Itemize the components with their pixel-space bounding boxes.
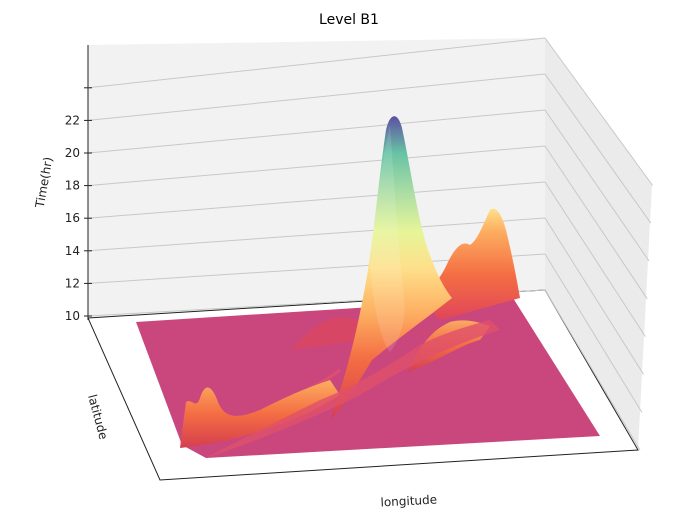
grid-line-back: [87, 73, 546, 121]
z-tick-label: 14: [65, 244, 80, 258]
z-axis-label: Time(hr): [33, 156, 56, 210]
grid-line-back: [87, 217, 546, 252]
chart-title: Level B1: [319, 12, 379, 28]
z-tick-label: 18: [65, 179, 80, 193]
grid-line-side: [544, 253, 643, 413]
right-pane: [545, 38, 652, 450]
y-axis-label: latitude: [85, 393, 110, 441]
z-tick-label: 16: [65, 211, 80, 225]
grid-lines: [87, 37, 654, 451]
peak-left: [180, 380, 340, 448]
left-pane: [88, 38, 545, 318]
grid-line-back: [87, 109, 546, 154]
z-tick-label: 12: [65, 276, 80, 290]
surface: [136, 116, 600, 458]
front-ridge: [206, 320, 500, 458]
z-tick-label: 20: [65, 146, 80, 160]
peak-main-shade: [370, 125, 405, 352]
x-axis-label: longitude: [380, 493, 437, 510]
grid-line-side: [544, 145, 648, 300]
grid-line-back: [87, 37, 546, 89]
grid-line-back: [87, 181, 546, 219]
z-tick-label: 22: [65, 113, 80, 127]
grid-line-side: [544, 73, 652, 224]
grid-line-side: [544, 109, 650, 262]
grid-line-side: [544, 217, 645, 375]
grid-line-back: [87, 145, 546, 187]
grid-line-side: [544, 289, 641, 451]
grid-line-side: [544, 37, 654, 186]
grid-line-side: [544, 181, 646, 337]
peak-main: [330, 116, 452, 421]
z-tick-label: 10: [65, 309, 80, 323]
z-axis-ticks: 10 12 14 16 18 20 22: [65, 87, 92, 323]
